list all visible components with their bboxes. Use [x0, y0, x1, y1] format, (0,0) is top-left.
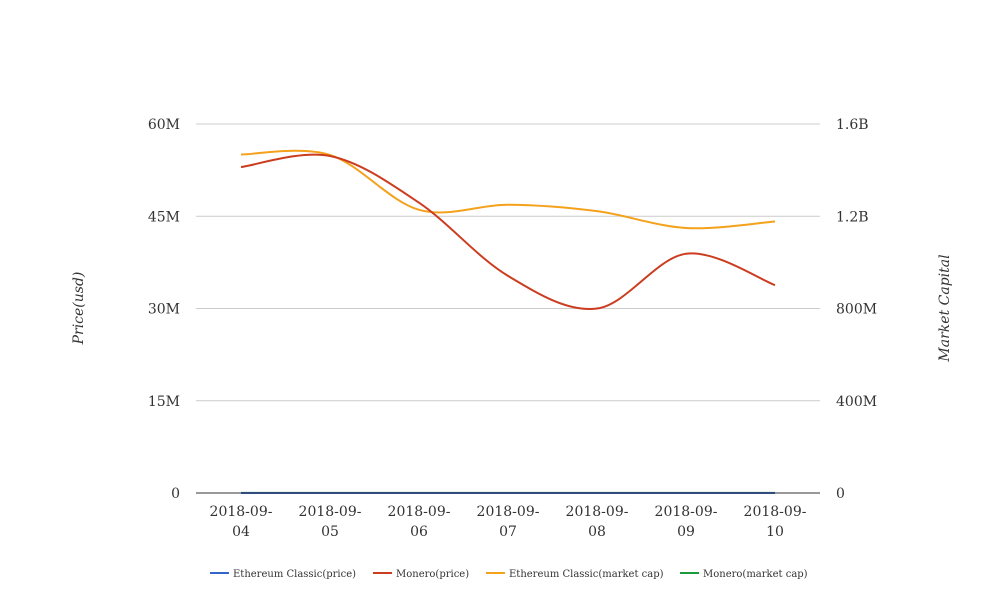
x-tick-label: 2018-09-06 — [388, 504, 451, 540]
left-tick-label: 60M — [148, 117, 180, 133]
left-tick-label: 45M — [148, 209, 180, 225]
x-axis-ticks: 2018-09-04 2018-09-05 2018-09-06 2018-09-07… — [210, 504, 807, 540]
right-tick-label: 800M — [836, 302, 877, 318]
left-tick-label: 0 — [171, 486, 180, 502]
gridlines — [196, 123, 820, 402]
series-line-monero-price — [240, 153, 776, 310]
legend-label-monero-price: Monero(price) — [396, 569, 469, 580]
legend-label-ethereum-classic-price: Ethereum Classic(price) — [233, 569, 356, 580]
legend-label-monero-market-cap: Monero(market cap) — [703, 569, 808, 580]
right-axis-title: Market Capital — [937, 254, 953, 362]
x-tick-label: 2018-09-05 — [299, 504, 362, 540]
series-line-ethereum-classic-market-cap — [240, 149, 776, 230]
legend-label-ethereum-classic-market-cap: Ethereum Classic(market cap) — [509, 569, 664, 580]
right-tick-label: 1.2B — [836, 209, 869, 225]
left-axis-ticks: 0 15M 30M 45M 60M — [148, 117, 180, 502]
x-tick-label: 2018-09-07 — [477, 504, 540, 540]
x-tick-label: 2018-09-09 — [655, 504, 718, 540]
right-tick-label: 400M — [836, 394, 877, 410]
legend: Ethereum Classic(price) Monero(price) Ethe… — [210, 569, 808, 580]
left-axis-title: Price(usd) — [71, 272, 87, 346]
right-axis-ticks: 0 400M 800M 1.2B 1.6B — [836, 117, 877, 502]
right-tick-label: 0 — [836, 486, 845, 502]
x-tick-label: 2018-09-10 — [744, 504, 807, 540]
left-tick-label: 15M — [148, 394, 180, 410]
x-tick-label: 2018-09-04 — [210, 504, 273, 540]
right-tick-label: 1.6B — [836, 117, 869, 133]
series-lines — [240, 149, 776, 495]
left-tick-label: 30M — [148, 302, 180, 318]
x-tick-label: 2018-09-08 — [566, 504, 629, 540]
